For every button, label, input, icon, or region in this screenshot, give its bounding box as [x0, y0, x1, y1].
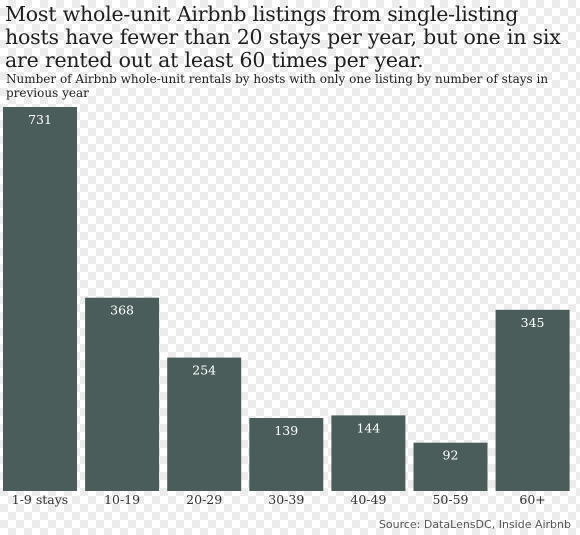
x-tick-label-2: 20-29 — [186, 492, 222, 507]
bar-value-label-2: 254 — [192, 363, 216, 378]
chart-subtitle: Number of Airbnb whole-unit rentals by h… — [6, 72, 549, 100]
x-tick-label-3: 30-39 — [268, 492, 304, 507]
bar-5 — [413, 442, 488, 491]
bar-value-label-0: 731 — [28, 112, 52, 127]
chart-title: Most whole-unit Airbnb listings from sin… — [5, 2, 561, 72]
x-tick-label-6: 60+ — [519, 492, 545, 507]
x-tick-label-1: 10-19 — [104, 492, 140, 507]
bar-4 — [331, 415, 406, 491]
bar-3 — [249, 418, 324, 491]
bar-value-label-4: 144 — [356, 420, 380, 435]
bar-value-label-5: 92 — [443, 448, 459, 463]
chart-source: Source: DataLensDC, Inside Airbnb — [378, 518, 571, 531]
bar-value-label-6: 345 — [521, 315, 545, 330]
bar-value-label-3: 139 — [274, 423, 298, 438]
bar-6 — [495, 309, 570, 491]
bar-2 — [167, 357, 242, 491]
bar-1 — [85, 297, 160, 491]
bar-value-label-1: 368 — [110, 303, 134, 318]
x-tick-label-4: 40-49 — [350, 492, 386, 507]
x-tick-label-0: 1-9 stays — [12, 492, 68, 507]
bar-0 — [3, 107, 77, 491]
x-tick-label-5: 50-59 — [432, 492, 468, 507]
